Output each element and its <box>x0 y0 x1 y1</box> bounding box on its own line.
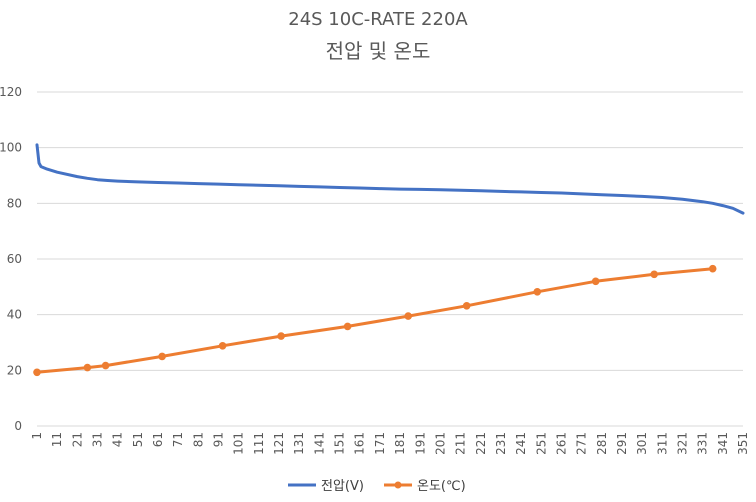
x-tick-label: 271 <box>575 432 589 455</box>
legend-item-temperature[interactable]: 온도(℃) <box>384 479 466 494</box>
x-tick-label: 181 <box>393 432 407 455</box>
legend-label-voltage: 전압(V) <box>321 479 364 494</box>
x-tick-label: 11 <box>50 432 64 447</box>
chart-title: 24S 10C-RATE 220A <box>288 9 468 30</box>
series-1-point <box>708 264 717 273</box>
x-tick-label: 111 <box>252 432 266 455</box>
series-1-point <box>404 312 413 320</box>
x-tick-label: 341 <box>716 432 730 455</box>
x-tick-label: 251 <box>534 432 548 455</box>
series-1-point <box>343 322 352 331</box>
x-tick-label: 201 <box>433 432 447 455</box>
legend-marker-temperature <box>394 481 402 489</box>
x-tick-label: 151 <box>333 432 347 455</box>
x-tick-label: 261 <box>554 432 568 455</box>
y-tick-label: 0 <box>14 419 22 433</box>
x-tick-label: 321 <box>675 432 689 455</box>
x-tick-label: 71 <box>171 432 185 447</box>
x-tick-label: 141 <box>312 432 326 455</box>
series-1-point <box>101 361 110 370</box>
x-tick-label: 41 <box>111 432 125 447</box>
series-line-0 <box>35 143 745 215</box>
series-1-point <box>462 302 471 310</box>
x-tick-label: 1 <box>30 432 44 440</box>
series-1-point <box>33 368 41 377</box>
x-tick-label: 231 <box>494 432 508 455</box>
x-tick-label: 161 <box>353 432 367 455</box>
y-tick-label: 100 <box>0 141 22 155</box>
x-tick-label: 121 <box>272 432 286 455</box>
y-axis-ticks: 0 20 40 60 80 100 120 <box>0 85 22 433</box>
y-tick-label: 120 <box>0 85 22 99</box>
x-tick-label: 331 <box>696 432 710 455</box>
x-tick-label: 131 <box>292 432 306 455</box>
series-1-point <box>83 363 92 372</box>
legend-item-voltage[interactable]: 전압(V) <box>288 479 364 494</box>
x-tick-label: 211 <box>454 432 468 455</box>
x-tick-label: 21 <box>70 432 84 447</box>
x-tick-label: 191 <box>413 432 427 455</box>
x-tick-label: 61 <box>151 432 165 447</box>
x-tick-label: 51 <box>131 432 145 447</box>
x-tick-label: 301 <box>635 432 649 455</box>
x-tick-label: 241 <box>514 432 528 455</box>
x-tick-label: 221 <box>474 432 488 455</box>
x-tick-label: 101 <box>232 432 246 455</box>
x-tick-label: 171 <box>373 432 387 455</box>
x-tick-label: 281 <box>595 432 609 455</box>
y-tick-label: 20 <box>7 363 22 377</box>
series-1-point <box>650 270 658 279</box>
x-tick-label: 81 <box>191 432 205 447</box>
legend: 전압(V) 온도(℃) <box>288 479 466 494</box>
gridlines <box>37 91 743 427</box>
y-tick-label: 60 <box>7 252 22 266</box>
x-tick-label: 91 <box>212 432 226 447</box>
x-tick-label: 31 <box>91 432 105 447</box>
series-1-point <box>533 288 542 296</box>
y-tick-label: 40 <box>7 308 22 322</box>
series-1-point <box>218 342 227 350</box>
y-tick-label: 80 <box>7 196 22 210</box>
series-1-point <box>158 352 166 361</box>
x-axis-ticks: 1 11 21 31 41 51 61 71 81 91 101 111 121 131 141 151 161… <box>30 432 750 455</box>
x-tick-label: 291 <box>615 432 629 455</box>
series-1-point <box>591 277 600 286</box>
series-1-point <box>277 332 285 340</box>
chart-subtitle: 전압 및 온도 <box>326 39 431 63</box>
series-line-1 <box>35 267 715 374</box>
x-tick-label: 351 <box>736 432 750 455</box>
legend-label-temperature: 온도(℃) <box>417 479 466 494</box>
x-tick-label: 311 <box>655 432 669 455</box>
series-layer <box>33 143 745 377</box>
